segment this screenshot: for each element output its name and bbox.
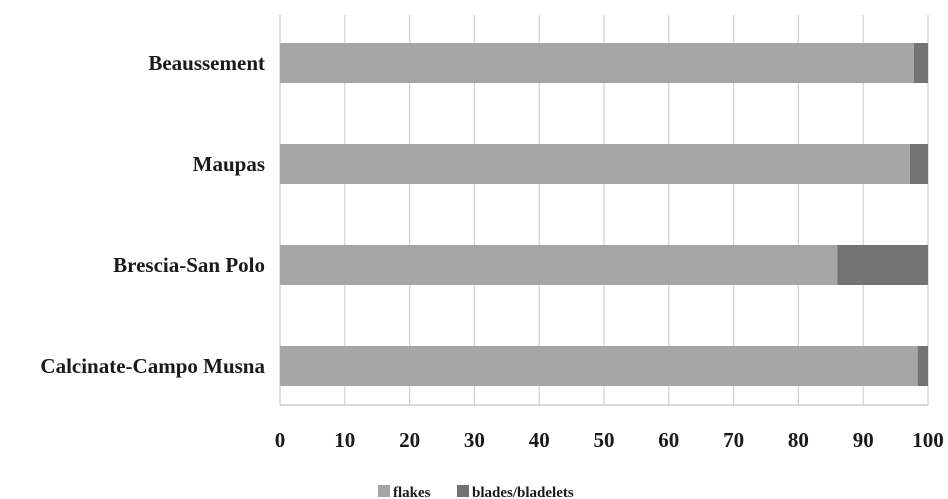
x-tick-label: 30 (464, 428, 485, 452)
bar-blades-bladelets-2 (837, 245, 928, 285)
x-tick-label: 70 (723, 428, 744, 452)
bar-blades-bladelets-1 (909, 144, 928, 184)
category-label: Brescia-San Polo (113, 253, 265, 277)
category-label: Calcinate-Campo Musna (40, 354, 265, 378)
x-tick-labels: 0 10 20 30 40 50 60 70 80 90 100 (275, 428, 944, 452)
legend-label-0: flakes (393, 485, 431, 499)
bars (280, 43, 928, 386)
x-tick-label: 20 (399, 428, 420, 452)
legend-label-1: blades/bladelets (472, 485, 574, 499)
bar-flakes-3 (280, 346, 918, 386)
x-tick-label: 10 (334, 428, 355, 452)
bar-flakes-2 (280, 245, 838, 285)
bar-flakes-0 (280, 43, 914, 83)
x-tick-label: 90 (853, 428, 874, 452)
x-tick-label: 60 (658, 428, 679, 452)
legend-swatch-1 (457, 485, 469, 497)
x-tick-label: 40 (529, 428, 550, 452)
category-label: Beaussement (148, 51, 265, 75)
x-tick-label: 80 (788, 428, 809, 452)
bar-blades-bladelets-3 (917, 346, 928, 386)
legend-swatch-0 (378, 485, 390, 497)
x-tick-label: 100 (912, 428, 944, 452)
x-tick-label: 0 (275, 428, 286, 452)
category-label: Maupas (193, 152, 265, 176)
bar-flakes-1 (280, 144, 910, 184)
legend: flakes blades/bladelets (378, 485, 574, 499)
category-labels: Beaussement Maupas Brescia-San Polo Calcina… (40, 51, 265, 378)
x-tick-label: 50 (594, 428, 615, 452)
bar-blades-bladelets-0 (913, 43, 928, 83)
